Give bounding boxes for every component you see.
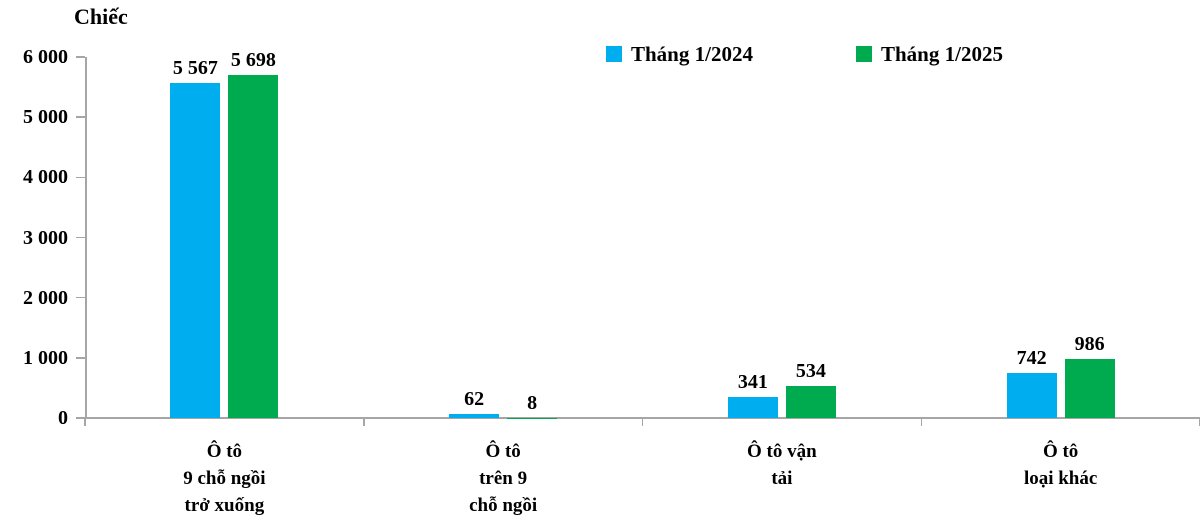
legend-swatch	[856, 46, 872, 62]
category-label: Ô tô trên 9 chỗ ngồi	[364, 438, 643, 519]
legend-swatch	[606, 46, 622, 62]
legend-item: Tháng 1/2025	[856, 41, 1003, 67]
x-axis-tick	[641, 418, 644, 426]
x-axis-tick	[84, 418, 86, 426]
category-label-line: 9 chỗ ngồi	[183, 468, 266, 489]
x-axis-tick	[920, 418, 922, 426]
category-label-line: Ô tô	[485, 441, 521, 462]
y-axis-tick	[76, 236, 85, 239]
bar	[228, 75, 279, 418]
bar-value-label: 742	[1016, 347, 1047, 370]
bar-value-label: 534	[795, 359, 826, 382]
bar	[1064, 358, 1115, 418]
category-label: Ô tô vận tải	[643, 438, 922, 492]
category-label-line: trên 9	[479, 468, 528, 489]
y-axis-tick-label: 0	[58, 407, 68, 429]
bar-value-label: 8	[527, 391, 538, 414]
bar-value-label: 5 567	[172, 57, 218, 80]
bar-value-label: 62	[464, 388, 485, 411]
category-label: Ô tô 9 chỗ ngồi trở xuống	[85, 438, 364, 519]
category-label-line: Ô tô	[206, 441, 243, 462]
y-axis-tick	[76, 116, 85, 118]
category-label-line: tải	[771, 468, 793, 489]
bar	[727, 397, 778, 418]
y-axis-tick	[76, 357, 85, 359]
y-axis-tick-label: 3 000	[23, 226, 68, 249]
bar	[1006, 373, 1057, 418]
bar	[785, 385, 836, 418]
y-axis-line	[85, 57, 87, 418]
y-axis-tick	[76, 296, 85, 299]
legend-label: Tháng 1/2024	[631, 41, 753, 66]
category-label-line: Ô tô vận	[747, 441, 817, 462]
y-axis-tick-label: 2 000	[23, 286, 68, 309]
y-axis-tick-label: 4 000	[23, 166, 68, 189]
category-label-line: loại khác	[1023, 468, 1098, 489]
axis-unit-label: Chiếc	[74, 4, 128, 29]
category-label-line: chỗ ngồi	[469, 495, 538, 516]
y-axis-tick-label: 5 000	[23, 106, 68, 129]
category-label: Ô tô loại khác	[921, 438, 1200, 492]
legend-label: Tháng 1/2025	[881, 41, 1003, 66]
legend-item: Tháng 1/2024	[606, 41, 753, 67]
bar-value-label: 5 698	[230, 49, 276, 72]
y-axis-tick	[76, 417, 85, 419]
category-label-line: Ô tô	[1042, 441, 1079, 462]
x-axis-tick	[363, 418, 365, 426]
bar	[170, 83, 221, 418]
bar	[449, 414, 500, 418]
y-axis-tick	[76, 176, 85, 179]
bar-value-label: 986	[1074, 332, 1105, 355]
y-axis-tick-label: 1 000	[23, 346, 68, 369]
y-axis-tick-label: 6 000	[23, 46, 68, 68]
bar-value-label: 341	[737, 371, 768, 394]
y-axis-tick	[76, 56, 85, 58]
category-label-line: trở xuống	[184, 495, 265, 516]
